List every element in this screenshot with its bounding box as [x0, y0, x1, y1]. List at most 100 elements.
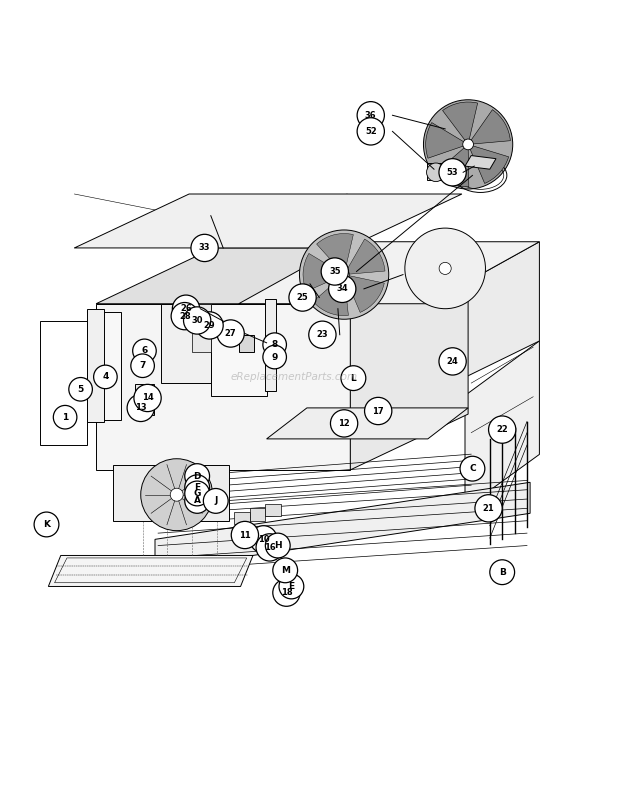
Text: 24: 24 [447, 357, 458, 366]
Polygon shape [465, 341, 539, 509]
Polygon shape [48, 555, 253, 586]
Circle shape [141, 459, 213, 531]
Text: 14: 14 [142, 393, 153, 403]
Text: 52: 52 [365, 127, 376, 136]
Text: 33: 33 [199, 244, 210, 252]
Circle shape [263, 333, 286, 357]
Polygon shape [135, 384, 154, 415]
Text: C: C [469, 464, 476, 473]
Circle shape [423, 100, 513, 189]
Text: 7: 7 [140, 361, 146, 370]
Polygon shape [40, 321, 87, 445]
Circle shape [217, 320, 244, 347]
Polygon shape [113, 465, 229, 520]
Wedge shape [344, 239, 385, 274]
Text: 26: 26 [180, 305, 192, 313]
Wedge shape [443, 102, 477, 145]
Polygon shape [192, 304, 211, 328]
Text: 28: 28 [179, 312, 190, 320]
Wedge shape [436, 145, 469, 187]
Text: 13: 13 [135, 403, 146, 412]
Text: H: H [274, 541, 281, 550]
Text: eReplacementParts.com: eReplacementParts.com [231, 372, 358, 382]
Circle shape [69, 377, 92, 401]
Polygon shape [350, 300, 468, 470]
Text: 36: 36 [365, 111, 376, 119]
Text: 8: 8 [272, 340, 278, 349]
Circle shape [170, 488, 183, 501]
Wedge shape [468, 145, 508, 184]
Wedge shape [426, 123, 468, 158]
Circle shape [329, 275, 356, 302]
Polygon shape [87, 308, 104, 422]
Circle shape [196, 312, 223, 339]
Circle shape [134, 384, 161, 411]
Polygon shape [96, 304, 350, 470]
Bar [234, 512, 250, 524]
Circle shape [299, 230, 389, 320]
Circle shape [279, 574, 304, 599]
Wedge shape [468, 110, 510, 145]
Text: M: M [281, 566, 290, 575]
Text: 4: 4 [102, 373, 108, 381]
Text: K: K [43, 520, 50, 529]
Text: E: E [288, 582, 294, 591]
Text: 12: 12 [339, 419, 350, 428]
Polygon shape [239, 242, 539, 304]
Wedge shape [317, 233, 353, 274]
Circle shape [341, 365, 366, 391]
Text: G: G [193, 489, 201, 498]
Wedge shape [344, 274, 384, 312]
Text: 30: 30 [192, 316, 203, 325]
Circle shape [127, 394, 154, 422]
Circle shape [185, 475, 210, 500]
Circle shape [263, 346, 286, 369]
Polygon shape [102, 312, 121, 420]
Text: D: D [193, 471, 201, 481]
Circle shape [265, 533, 290, 558]
Text: 1: 1 [62, 413, 68, 422]
Polygon shape [465, 156, 496, 169]
Polygon shape [267, 408, 468, 439]
Polygon shape [427, 163, 445, 180]
Text: 21: 21 [483, 504, 494, 513]
Circle shape [321, 258, 348, 285]
Circle shape [185, 481, 210, 506]
Text: 10: 10 [258, 535, 269, 544]
Circle shape [439, 159, 466, 186]
Text: F: F [194, 483, 200, 492]
Bar [250, 509, 265, 520]
Bar [265, 504, 281, 517]
Circle shape [357, 118, 384, 145]
Text: 53: 53 [447, 168, 458, 177]
Text: 23: 23 [317, 330, 328, 339]
Circle shape [273, 558, 298, 583]
Circle shape [273, 579, 300, 606]
Circle shape [34, 512, 59, 537]
Circle shape [439, 263, 451, 274]
Circle shape [339, 269, 350, 280]
Circle shape [405, 228, 485, 308]
Polygon shape [428, 242, 539, 396]
Circle shape [475, 494, 502, 522]
Circle shape [489, 416, 516, 443]
Text: 27: 27 [225, 329, 236, 338]
Circle shape [185, 489, 210, 513]
Text: 18: 18 [281, 589, 292, 597]
Text: L: L [350, 373, 356, 383]
Circle shape [463, 139, 474, 149]
Circle shape [94, 365, 117, 388]
Circle shape [490, 560, 515, 585]
Wedge shape [303, 253, 344, 291]
Polygon shape [239, 335, 254, 352]
Polygon shape [265, 300, 276, 391]
Circle shape [184, 307, 211, 334]
Circle shape [191, 234, 218, 262]
Text: A: A [193, 497, 201, 505]
Circle shape [131, 354, 154, 377]
Text: 29: 29 [204, 321, 215, 330]
Circle shape [357, 101, 384, 129]
Text: 22: 22 [497, 425, 508, 434]
Text: 25: 25 [297, 293, 308, 302]
Polygon shape [96, 248, 468, 304]
